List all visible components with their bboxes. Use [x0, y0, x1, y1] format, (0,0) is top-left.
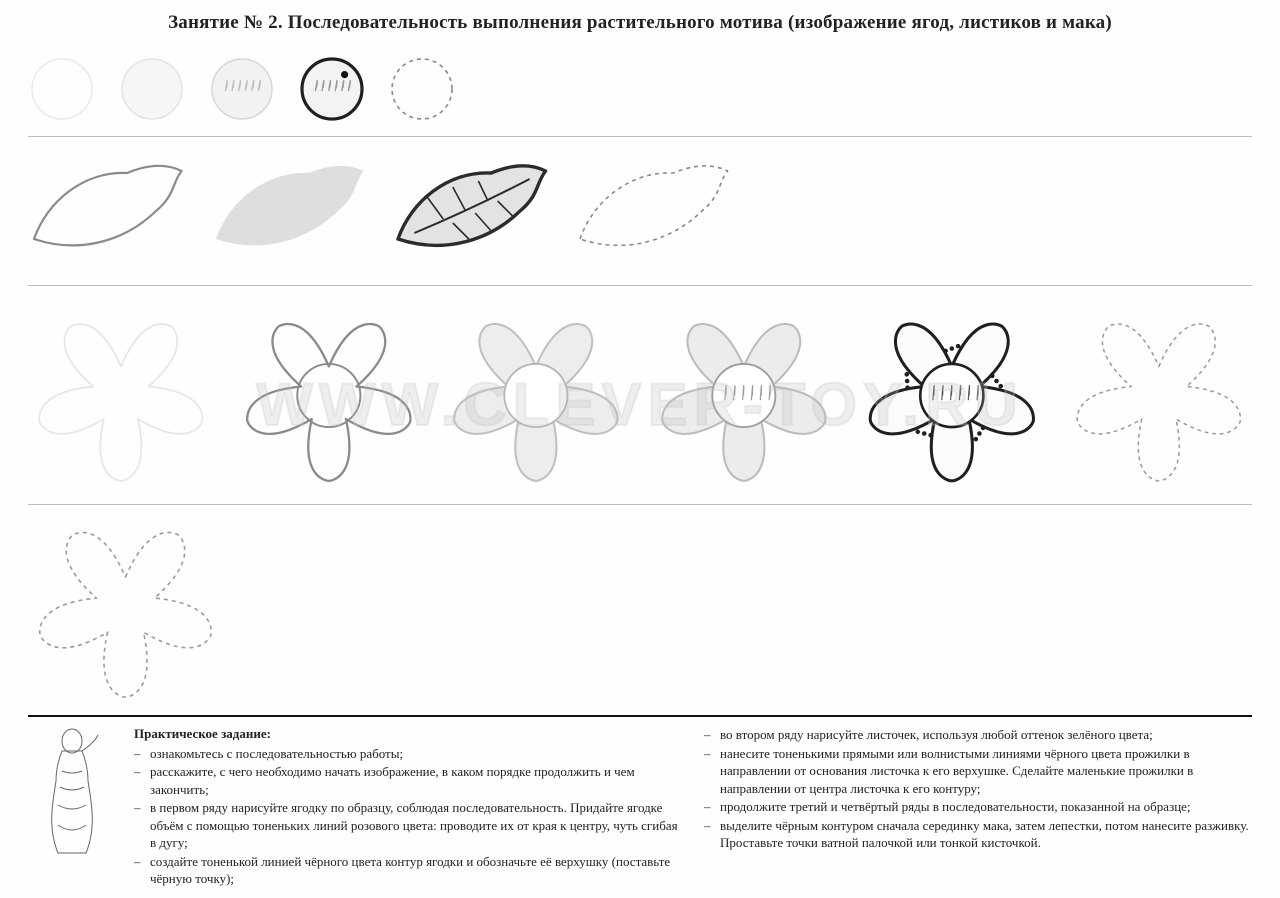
task-bullet: –ознакомьтесь с последовательностью рабо…	[134, 745, 682, 763]
berry-step-1	[28, 55, 96, 123]
flower-step-4	[651, 298, 837, 493]
flower-step-6	[1066, 298, 1252, 493]
leaf-step-3	[392, 161, 552, 261]
berry-step-4	[298, 55, 366, 123]
footer-col-left: Практическое задание: –ознакомьтесь с по…	[134, 725, 682, 889]
berry-step-5	[388, 55, 456, 123]
leaf-step-1	[28, 161, 188, 261]
footer: Практическое задание: –ознакомьтесь с по…	[28, 717, 1252, 889]
flower-step-5	[859, 298, 1045, 493]
worksheet-page: Занятие № 2. Последовательность выполнен…	[0, 0, 1280, 898]
berry-step-2	[118, 55, 186, 123]
flower-step-2	[236, 298, 422, 493]
practice-flower-1	[28, 510, 223, 705]
task-bullet: –продолжите третий и четвёртый ряды в по…	[704, 798, 1252, 816]
leaf-step-4	[574, 161, 734, 261]
row-practice	[28, 505, 1252, 709]
footer-figure	[28, 725, 118, 889]
footer-columns: Практическое задание: –ознакомьтесь с по…	[134, 725, 1252, 889]
task-bullet: –во втором ряду нарисуйте листочек, испо…	[704, 726, 1252, 744]
row-berries	[28, 42, 1252, 137]
leaf-step-2	[210, 161, 370, 261]
row-flowers	[28, 286, 1252, 505]
footer-col-right: –во втором ряду нарисуйте листочек, испо…	[704, 725, 1252, 889]
berry-step-3	[208, 55, 276, 123]
task-bullet: –выделите чёрным контуром сначала середи…	[704, 817, 1252, 852]
task-bullet: –создайте тоненькой линией чёрного цвета…	[134, 853, 682, 888]
task-bullet: –расскажите, с чего необходимо начать из…	[134, 763, 682, 798]
task-bullet: –в первом ряду нарисуйте ягодку по образ…	[134, 799, 682, 852]
row-leaves	[28, 137, 1252, 286]
lady-icon	[28, 725, 118, 865]
page-title: Занятие № 2. Последовательность выполнен…	[28, 12, 1252, 34]
task-title: Практическое задание:	[134, 725, 682, 743]
task-bullet: –нанесите тоненькими прямыми или волнист…	[704, 745, 1252, 798]
flower-step-1	[28, 298, 214, 493]
flower-step-3	[443, 298, 629, 493]
